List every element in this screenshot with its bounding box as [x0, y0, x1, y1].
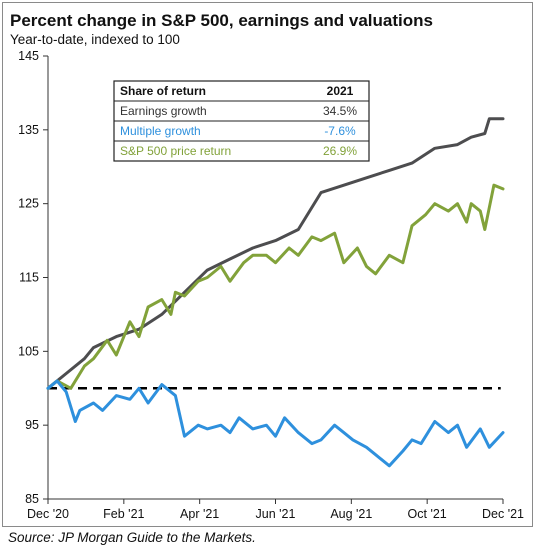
series-line-price_return [46, 183, 505, 390]
table-header-label: Share of return [120, 84, 206, 98]
table-row-label: Earnings growth [120, 104, 207, 118]
share-of-return-table: Share of return 2021 Earnings growth 34.5% M… [113, 80, 370, 162]
table-row-value: 26.9% [323, 144, 357, 158]
y-tick-label: 115 [19, 271, 39, 285]
x-tick-label: Aug '21 [330, 507, 372, 521]
series-layer [46, 117, 505, 468]
axes: 85 95 105 115 125 135 145 Dec '20 Feb '21 Apr '21… [18, 49, 524, 521]
source-note: Source: JP Morgan Guide to the Markets. [8, 530, 256, 545]
y-tick-label: 85 [25, 492, 39, 506]
table-row-value: -7.6% [324, 124, 356, 138]
chart-title: Percent change in S&P 500, earnings and … [10, 11, 433, 30]
table-row-value: 34.5% [323, 104, 357, 118]
table-header-year: 2021 [327, 84, 354, 98]
x-tick-label: Oct '21 [408, 507, 447, 521]
x-tick-label: Dec '20 [27, 507, 69, 521]
x-tick-label: Dec '21 [482, 507, 524, 521]
table-row-label: Multiple growth [120, 124, 201, 138]
y-tick-label: 145 [18, 49, 39, 63]
table-row-label: S&P 500 price return [120, 144, 231, 158]
series-line-multiple [46, 379, 505, 468]
x-tick-label: Jun '21 [256, 507, 296, 521]
y-tick-label: 135 [18, 123, 39, 137]
y-tick-label: 95 [25, 418, 39, 432]
series-line-earnings [46, 117, 505, 390]
y-tick-label: 105 [18, 344, 39, 358]
y-tick-label: 125 [18, 197, 39, 211]
x-tick-label: Feb '21 [103, 507, 144, 521]
chart-subtitle: Year-to-date, indexed to 100 [10, 32, 180, 47]
x-tick-label: Apr '21 [180, 507, 219, 521]
